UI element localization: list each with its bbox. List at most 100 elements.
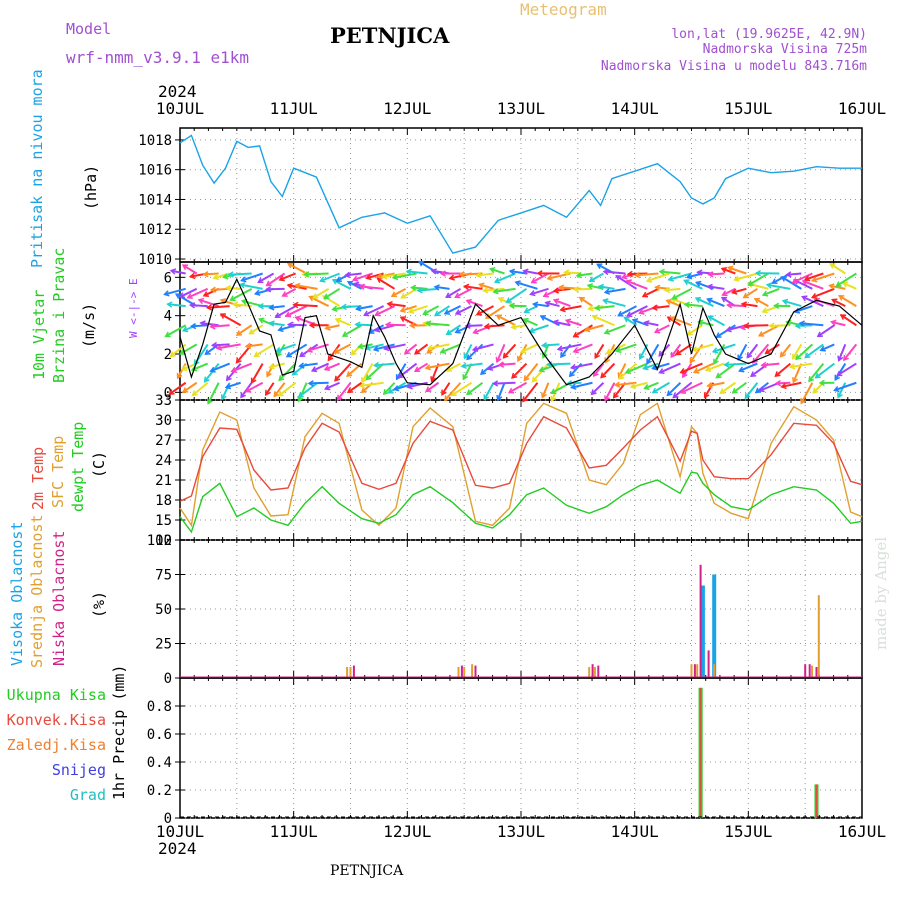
wind-arrow-head xyxy=(365,273,372,281)
wind-arrow xyxy=(245,381,264,393)
wind-arrow-head xyxy=(522,317,529,324)
wind-arrow-head xyxy=(496,394,503,402)
wind-arrow xyxy=(560,305,582,311)
wind-arrow xyxy=(804,343,824,359)
wind-arrow xyxy=(829,284,846,290)
wind-arrow-head xyxy=(483,394,490,401)
wind-arrow-head xyxy=(663,286,671,294)
wind-arrow-head xyxy=(675,349,682,356)
wind-arrow-head xyxy=(265,389,271,397)
wind-arrow-head xyxy=(768,322,775,329)
wind-arrow-head xyxy=(299,351,306,358)
wind-arrow-head xyxy=(306,346,313,353)
wind-arrow-head xyxy=(670,351,677,359)
wind-arrow xyxy=(815,362,835,379)
wind-arrow xyxy=(707,285,725,290)
wind-arrow-head xyxy=(220,394,227,401)
wind-arrow-head xyxy=(720,266,728,273)
wind-arrow-head xyxy=(406,383,413,390)
wind-arrow-head xyxy=(726,302,733,309)
wind-arrow xyxy=(758,324,780,337)
wind-arrow xyxy=(279,272,296,281)
wind-arrow-head xyxy=(275,346,282,353)
wind-arrow-head xyxy=(552,298,560,305)
cloud-bar xyxy=(593,667,596,677)
wind-arrow-head xyxy=(257,277,264,284)
wind-arrow-head xyxy=(511,372,518,379)
wind-arrow xyxy=(571,381,593,389)
wind-arrow-head xyxy=(603,288,611,295)
wind-arrow-head xyxy=(373,326,381,333)
wind-unit: (m/s) xyxy=(80,303,98,348)
wind-arrow xyxy=(398,362,418,379)
cloud-bar xyxy=(457,667,460,677)
wind-arrow xyxy=(665,287,681,292)
wind-arrow-head xyxy=(274,312,281,319)
wind-arrow-head xyxy=(180,365,188,372)
footer-station: PETNJICA xyxy=(330,863,404,879)
wind-arrow xyxy=(707,298,725,308)
wind-arrow-head xyxy=(704,365,712,372)
wind-arrow xyxy=(838,294,857,307)
wind-arrow xyxy=(165,324,187,338)
wind-arrow xyxy=(715,362,736,379)
wind-arrow xyxy=(485,305,506,319)
wind-arrow xyxy=(748,272,769,286)
wind-arrow xyxy=(464,285,483,290)
wind-arrow xyxy=(203,272,219,276)
wind-arrow-head xyxy=(836,370,843,377)
wind-arrow-head xyxy=(550,388,557,395)
wind-arrow-head xyxy=(791,277,798,284)
dewpt-line xyxy=(179,471,863,534)
wind-arrow xyxy=(207,305,230,309)
wind-arrow-head xyxy=(837,392,843,399)
wind-arrow-head xyxy=(740,301,747,308)
wind-arrow xyxy=(675,343,692,356)
wind-arrow xyxy=(179,343,198,355)
wind-arrow-head xyxy=(392,385,400,392)
wind-arrow-head xyxy=(744,393,751,400)
wind-arrow-head xyxy=(643,383,650,390)
wind-arrow-head xyxy=(482,287,489,294)
wind-arrow-head xyxy=(706,297,713,304)
wind-arrow xyxy=(203,362,220,383)
y-tick-label: 33 xyxy=(155,393,172,409)
wind-arrow-head xyxy=(297,392,304,398)
wind-arrow-head xyxy=(613,381,621,388)
wind-arrow-head xyxy=(773,302,780,310)
wind-arrow xyxy=(523,362,539,381)
wind-arrow-head xyxy=(472,328,479,335)
wind-arrow-head xyxy=(620,273,628,280)
wind-arrow xyxy=(282,287,297,297)
wind-arrow-head xyxy=(430,376,437,383)
wind-arrow xyxy=(644,381,659,390)
y-tick-label: 6 xyxy=(164,270,172,286)
wind-arrow-head xyxy=(164,331,171,338)
wind-arrow xyxy=(666,299,681,308)
wind-arrow xyxy=(295,284,318,290)
wind-arrow-head xyxy=(209,286,217,293)
wind-arrow-head xyxy=(590,389,597,396)
wind-arrow-head xyxy=(190,365,198,372)
wind-arrow-head xyxy=(752,357,758,364)
wind-arrow-head xyxy=(495,314,503,321)
wind-arrow xyxy=(652,305,670,310)
wind-arrow-head xyxy=(188,272,196,280)
wind-arrow xyxy=(626,305,648,317)
temp-label-dewpt: dewpt Temp xyxy=(69,422,87,512)
wind-arrow-head xyxy=(382,389,389,396)
x-tick-label-top: 13JUL xyxy=(497,99,545,118)
wind-arrow-head xyxy=(281,291,288,297)
wind-arrow-head xyxy=(357,343,364,350)
wind-arrow-head xyxy=(277,390,284,397)
wind-arrow-head xyxy=(654,327,661,334)
wind-arrow-head xyxy=(603,328,611,335)
wind-arrow-head xyxy=(397,372,404,379)
wind-arrow-head xyxy=(641,291,649,298)
wind-arrow-head xyxy=(586,283,594,290)
wind-arrow xyxy=(179,287,198,298)
wind-arrow-head xyxy=(686,329,693,336)
wind-arrow xyxy=(386,323,406,327)
wind-arrow-head xyxy=(541,352,548,359)
wind-arrow-head xyxy=(454,309,462,315)
